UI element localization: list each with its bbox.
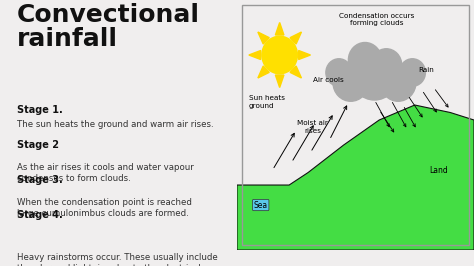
Circle shape <box>262 36 298 74</box>
Text: Stage 1.: Stage 1. <box>17 105 63 115</box>
Polygon shape <box>275 23 284 35</box>
Polygon shape <box>299 51 310 60</box>
Polygon shape <box>249 51 261 60</box>
Polygon shape <box>290 66 301 78</box>
Circle shape <box>351 50 398 100</box>
Circle shape <box>326 59 352 86</box>
Text: Sea: Sea <box>254 201 268 210</box>
Text: Condensation occurs
forming clouds: Condensation occurs forming clouds <box>339 13 415 26</box>
Text: Rain: Rain <box>419 67 435 73</box>
Polygon shape <box>258 66 269 78</box>
Circle shape <box>380 64 416 101</box>
Text: Convectional
rainfall: Convectional rainfall <box>17 2 200 51</box>
Text: When the condensation point is reached
large cumulonimbus clouds are formed.: When the condensation point is reached l… <box>17 198 191 218</box>
Polygon shape <box>237 105 474 250</box>
Text: The sun heats the ground and warm air rises.: The sun heats the ground and warm air ri… <box>17 120 213 129</box>
Text: Stage 4.: Stage 4. <box>17 210 63 220</box>
Circle shape <box>399 59 426 86</box>
Circle shape <box>348 43 382 77</box>
Text: Stage 2: Stage 2 <box>17 140 59 150</box>
Polygon shape <box>237 185 289 250</box>
Circle shape <box>371 49 402 81</box>
Text: Land: Land <box>429 165 448 174</box>
Text: Stage 3.: Stage 3. <box>17 175 63 185</box>
Text: As the air rises it cools and water vapour
condenses to form clouds.: As the air rises it cools and water vapo… <box>17 163 193 183</box>
Text: Air cools: Air cools <box>313 77 344 83</box>
Polygon shape <box>275 75 284 88</box>
Text: Sun heats
ground: Sun heats ground <box>249 95 285 109</box>
Circle shape <box>333 64 368 101</box>
Text: Moist air
rises: Moist air rises <box>297 120 328 134</box>
Polygon shape <box>258 32 269 44</box>
Text: Heavy rainstorms occur. These usually include
thunder and lightning due to the e: Heavy rainstorms occur. These usually in… <box>17 252 218 266</box>
Polygon shape <box>290 32 301 44</box>
